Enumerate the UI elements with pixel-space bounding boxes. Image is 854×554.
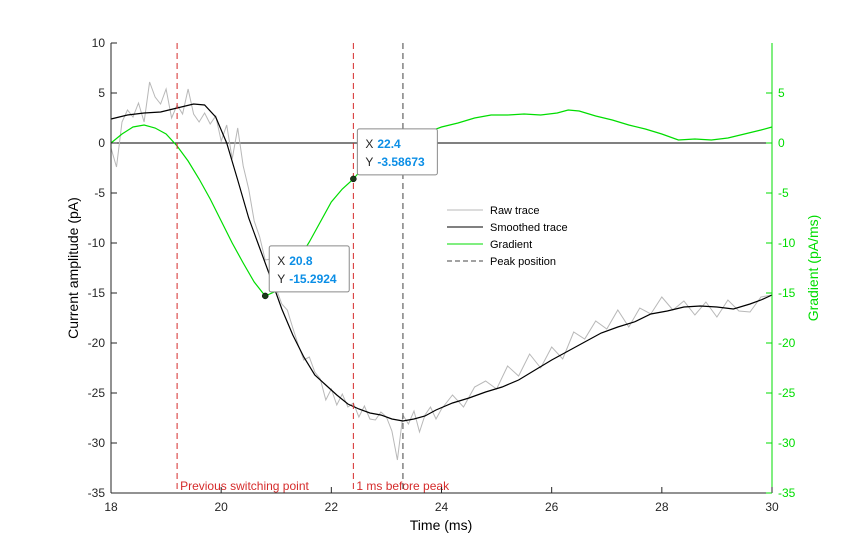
- y-tick-label: -25: [88, 386, 106, 400]
- datatip-box: [268, 245, 350, 293]
- datatip-x-label: X: [277, 254, 285, 268]
- y-tick-label: -10: [88, 236, 106, 250]
- datatip-x-label: X: [365, 137, 373, 151]
- y-tick-label: -30: [88, 436, 106, 450]
- legend-label: Gradient: [490, 239, 532, 251]
- series-line-raw-trace: [110, 81, 773, 461]
- y-right-tick-label: -25: [778, 386, 796, 400]
- y-right-tick-label: 5: [778, 86, 785, 100]
- x-tick-label: 30: [765, 500, 779, 514]
- y-right-tick-label: 0: [778, 136, 785, 150]
- datatip-x-value: 20.8: [289, 254, 313, 268]
- y-right-tick-label: -20: [778, 336, 796, 350]
- legend-label: Raw trace: [490, 205, 540, 217]
- y-right-tick-label: -15: [778, 286, 796, 300]
- datatip-layer: X 20.8 Y -15.2924 X 22.4 Y -3.58673: [261, 128, 438, 300]
- vline-layer: Previous switching point 1 ms before peak: [176, 43, 450, 493]
- y-tick-label: -15: [88, 286, 106, 300]
- ticks-layer: 18 20 22 24 26 28 30 10 5 0 -5 -10 -15 -20 -25 -30 -35 5 0…: [88, 36, 796, 514]
- y-tick-label: 10: [92, 36, 106, 50]
- y-right-tick-label: -30: [778, 436, 796, 450]
- series-line-smoothed-trace: [110, 103, 773, 422]
- vline-label: Previous switching point: [180, 479, 309, 493]
- y-tick-label: -5: [94, 186, 105, 200]
- datatip-y-label: Y: [365, 155, 373, 169]
- datatip-box: [356, 128, 438, 176]
- y-axis-title: Current amplitude (pA): [65, 197, 81, 339]
- datatip-y-value: -3.58673: [377, 155, 425, 169]
- datatip-marker: [261, 292, 269, 300]
- y-tick-label: -20: [88, 336, 106, 350]
- x-tick-label: 22: [325, 500, 339, 514]
- y-right-tick-label: -5: [778, 186, 789, 200]
- y-right-tick-label: -35: [778, 486, 796, 500]
- legend-label: Peak position: [490, 256, 556, 268]
- x-tick-label: 28: [655, 500, 669, 514]
- x-tick-label: 20: [214, 500, 228, 514]
- datatip-marker: [350, 175, 357, 183]
- datatip-y-label: Y: [277, 272, 285, 286]
- x-axis-title: Time (ms): [410, 517, 472, 533]
- datatip-y-value: -15.2924: [289, 272, 337, 286]
- legend-label: Smoothed trace: [490, 222, 568, 234]
- datatip-x-value: 22.4: [377, 137, 401, 151]
- x-tick-label: 24: [435, 500, 449, 514]
- y-tick-label: 5: [98, 86, 105, 100]
- x-tick-label: 26: [545, 500, 559, 514]
- legend: Raw trace Smoothed trace Gradient Peak posi…: [447, 205, 568, 268]
- y-axis-right-title: Gradient (pA/ms): [805, 215, 821, 322]
- x-tick-label: 18: [104, 500, 118, 514]
- plot-background: [111, 43, 772, 493]
- y-tick-label: -35: [88, 486, 106, 500]
- y-tick-label: 0: [98, 136, 105, 150]
- y-right-tick-label: -10: [778, 236, 796, 250]
